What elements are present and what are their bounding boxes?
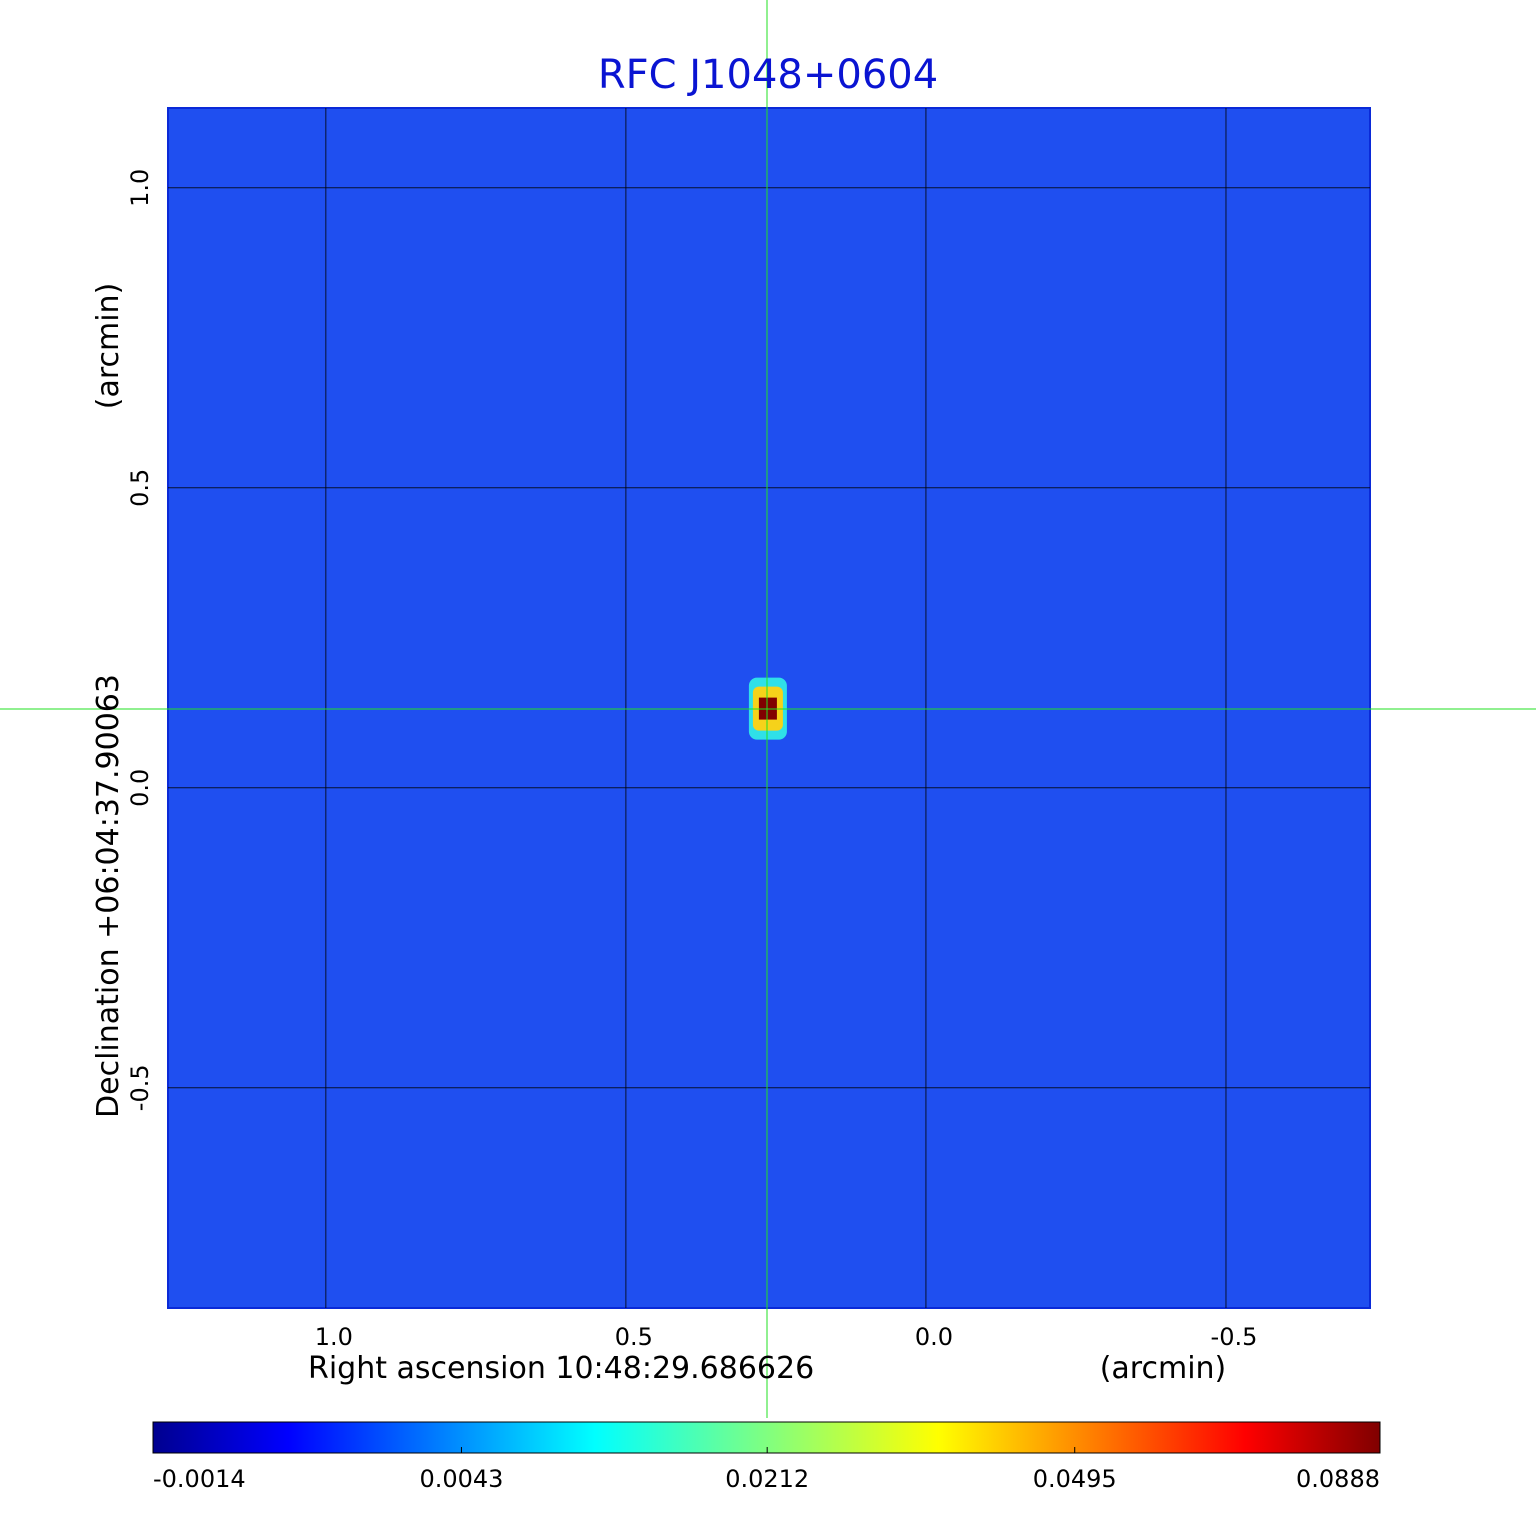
colorbar-tick-label: 0.0043: [419, 1465, 503, 1493]
chart-title: RFC J1048+0604: [598, 52, 938, 98]
y-tick-label: 0.0: [126, 769, 154, 807]
y-tick-label: 1.0: [126, 169, 154, 207]
y-tick-label: 0.5: [126, 469, 154, 507]
y-axis-unit: (arcmin): [91, 283, 126, 410]
colorbar-tick-label: 0.0212: [725, 1465, 809, 1493]
x-tick-label: -0.5: [1211, 1323, 1258, 1351]
y-tick-label: -0.5: [126, 1064, 154, 1111]
colorbar: [152, 1421, 1381, 1454]
x-tick-label: 0.5: [615, 1323, 653, 1351]
y-axis-label: Declination +06:04:37.90063: [91, 674, 126, 1118]
x-axis-unit: (arcmin): [1100, 1351, 1227, 1386]
x-tick-label: 1.0: [315, 1323, 353, 1351]
colorbar-tick-label: 0.0495: [1033, 1465, 1117, 1493]
colorbar-tick-label: -0.0014: [153, 1465, 246, 1493]
colorbar-tick-label: 0.0888: [1296, 1465, 1380, 1493]
x-tick-label: 0.0: [915, 1323, 953, 1351]
x-axis-label: Right ascension 10:48:29.686626: [308, 1351, 814, 1386]
